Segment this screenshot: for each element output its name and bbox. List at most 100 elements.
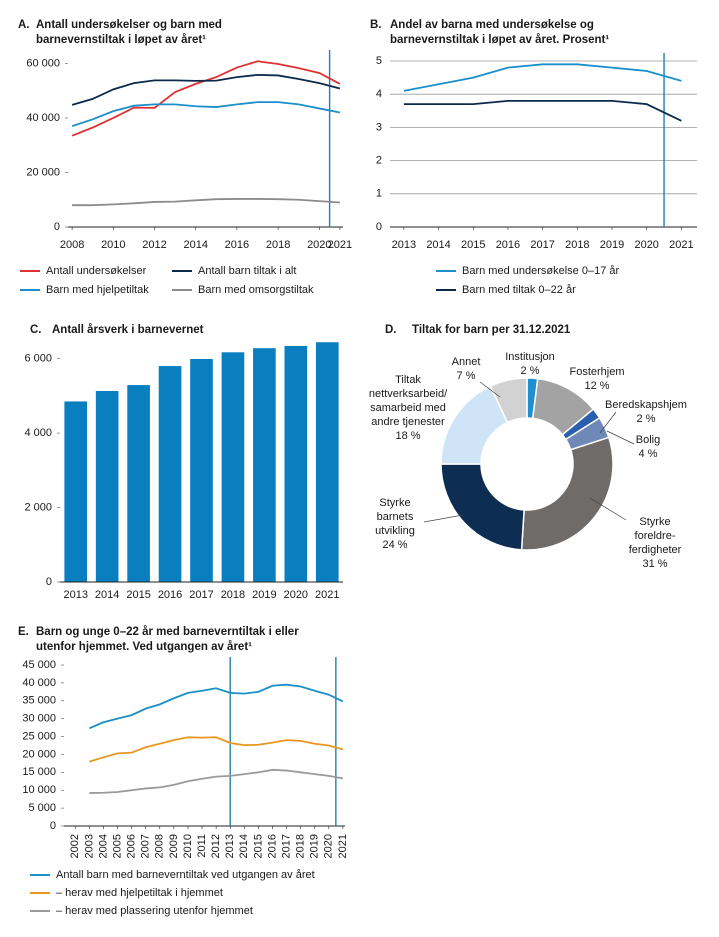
bar	[127, 385, 150, 582]
x-tick-label: 2005	[111, 834, 123, 858]
legend-label: Barn med undersøkelse 0–17 år	[462, 265, 619, 277]
series-line	[403, 99, 682, 122]
x-tick-label: 2015	[126, 589, 150, 601]
slice-value-label: 2 %	[637, 413, 656, 425]
slice-label: foreldre-	[635, 530, 676, 542]
series-line	[71, 60, 341, 137]
x-tick-label: 2018	[565, 239, 589, 251]
x-tick-label: 2008	[60, 239, 84, 251]
panel-letter: E.	[18, 626, 29, 638]
panel-letter: A.	[18, 19, 30, 31]
x-tick-label: 2015	[461, 239, 485, 251]
x-tick-label: 2014	[95, 589, 119, 601]
series-line	[88, 683, 344, 730]
chart-title: barnevernstiltak i løpet av året¹	[36, 34, 206, 46]
chart-title: Tiltak for barn per 31.12.2021	[412, 324, 571, 336]
slice-value-label: 18 %	[395, 430, 420, 442]
slice-label: andre tjenester	[371, 416, 445, 428]
x-tick-label: 2017	[189, 589, 213, 601]
legend-label: Antall undersøkelser	[46, 265, 147, 277]
panel-letter: B.	[370, 19, 382, 31]
leader-line	[606, 430, 635, 445]
slice-label: Styrke	[639, 516, 670, 528]
y-tick-label: 0	[376, 221, 382, 233]
y-tick-label: 40 000	[22, 677, 56, 689]
slice-label: Styrke	[379, 497, 410, 509]
y-tick-label: 35 000	[22, 695, 56, 707]
x-tick-label: 2019	[600, 239, 624, 251]
y-tick-label: 60 000	[26, 57, 60, 69]
slice-value-label: 12 %	[584, 380, 609, 392]
bar	[190, 358, 213, 582]
legend-label: Antall barn med barneverntiltak ved utga…	[56, 869, 315, 881]
slice-value-label: 2 %	[521, 365, 540, 377]
x-tick-label: 2010	[182, 834, 194, 858]
x-tick-label: 2017	[280, 834, 292, 858]
y-tick-label: 0	[46, 576, 52, 588]
x-tick-label: 2008	[154, 834, 166, 858]
x-tick-label: 2020	[284, 589, 308, 601]
x-tick-label: 2007	[140, 834, 152, 858]
chart-title: utenfor hjemmet. Ved utgangen av året¹	[36, 641, 252, 653]
chart-title: Barn og unge 0–22 år med barneverntiltak…	[36, 626, 299, 638]
donut-slice	[489, 377, 528, 424]
bar	[253, 348, 276, 582]
bar	[64, 401, 88, 582]
y-tick-label: 45 000	[22, 659, 56, 671]
slice-label: Institusjon	[505, 351, 555, 363]
y-tick-label: 15 000	[22, 766, 56, 778]
x-tick-label: 2016	[158, 589, 182, 601]
x-tick-label: 2018	[221, 589, 245, 601]
x-tick-label: 2013	[392, 239, 416, 251]
donut-slice	[520, 436, 614, 551]
x-tick-label: 2012	[142, 239, 166, 251]
slice-value-label: 7 %	[457, 370, 476, 382]
slice-value-label: 31 %	[642, 558, 667, 570]
slice-label: samarbeid med	[370, 402, 446, 414]
y-tick-label: 3	[376, 121, 382, 133]
y-tick-label: 20 000	[22, 748, 56, 760]
series-line	[89, 768, 344, 794]
x-tick-label: 2004	[97, 834, 109, 858]
y-tick-label: 6 000	[24, 353, 52, 365]
x-tick-label: 2015	[252, 834, 264, 858]
x-tick-label: 2003	[83, 834, 95, 858]
legend-label: – herav med hjelpetiltak i hjemmet	[56, 887, 223, 899]
panel-letter: D.	[385, 324, 397, 336]
slice-label: Bolig	[636, 434, 660, 446]
bar	[315, 342, 339, 582]
slice-label: Tiltak	[395, 374, 421, 386]
y-tick-label: 0	[54, 221, 60, 233]
x-tick-label: 2002	[69, 834, 81, 858]
donut-slice	[440, 463, 525, 551]
slice-label: nettverksarbeid/	[369, 388, 448, 400]
y-tick-label: 1	[376, 188, 382, 200]
y-tick-label: 5 000	[28, 802, 56, 814]
series-line	[71, 73, 341, 106]
chart-title: Antall årsverk i barnevernet	[52, 324, 204, 336]
x-tick-label: 2014	[426, 239, 450, 251]
legend-label: Barn med hjelpetiltak	[46, 284, 149, 296]
slice-value-label: 4 %	[639, 448, 658, 460]
y-tick-label: 4 000	[24, 427, 52, 439]
slice-label: Beredskapshjem	[605, 399, 687, 411]
y-tick-label: 40 000	[26, 112, 60, 124]
x-tick-label: 2016	[496, 239, 520, 251]
slice-label: Fosterhjem	[569, 366, 624, 378]
leader-line	[423, 514, 464, 523]
x-tick-label: 2013	[224, 834, 236, 858]
x-tick-label: 2020	[634, 239, 658, 251]
x-tick-label: 2021	[337, 834, 349, 858]
x-tick-label: 2021	[328, 239, 352, 251]
y-tick-label: 2	[376, 155, 382, 167]
slice-value-label: 24 %	[382, 539, 407, 551]
y-tick-label: 5	[376, 55, 382, 67]
legend-label: Barn med omsorgstiltak	[198, 284, 314, 296]
y-tick-label: 4	[376, 88, 382, 100]
x-tick-label: 2020	[323, 834, 335, 858]
leader-line	[589, 497, 627, 521]
bar	[95, 391, 119, 582]
x-tick-label: 2021	[315, 589, 339, 601]
panel-letter: C.	[30, 324, 42, 336]
bar	[158, 366, 182, 582]
